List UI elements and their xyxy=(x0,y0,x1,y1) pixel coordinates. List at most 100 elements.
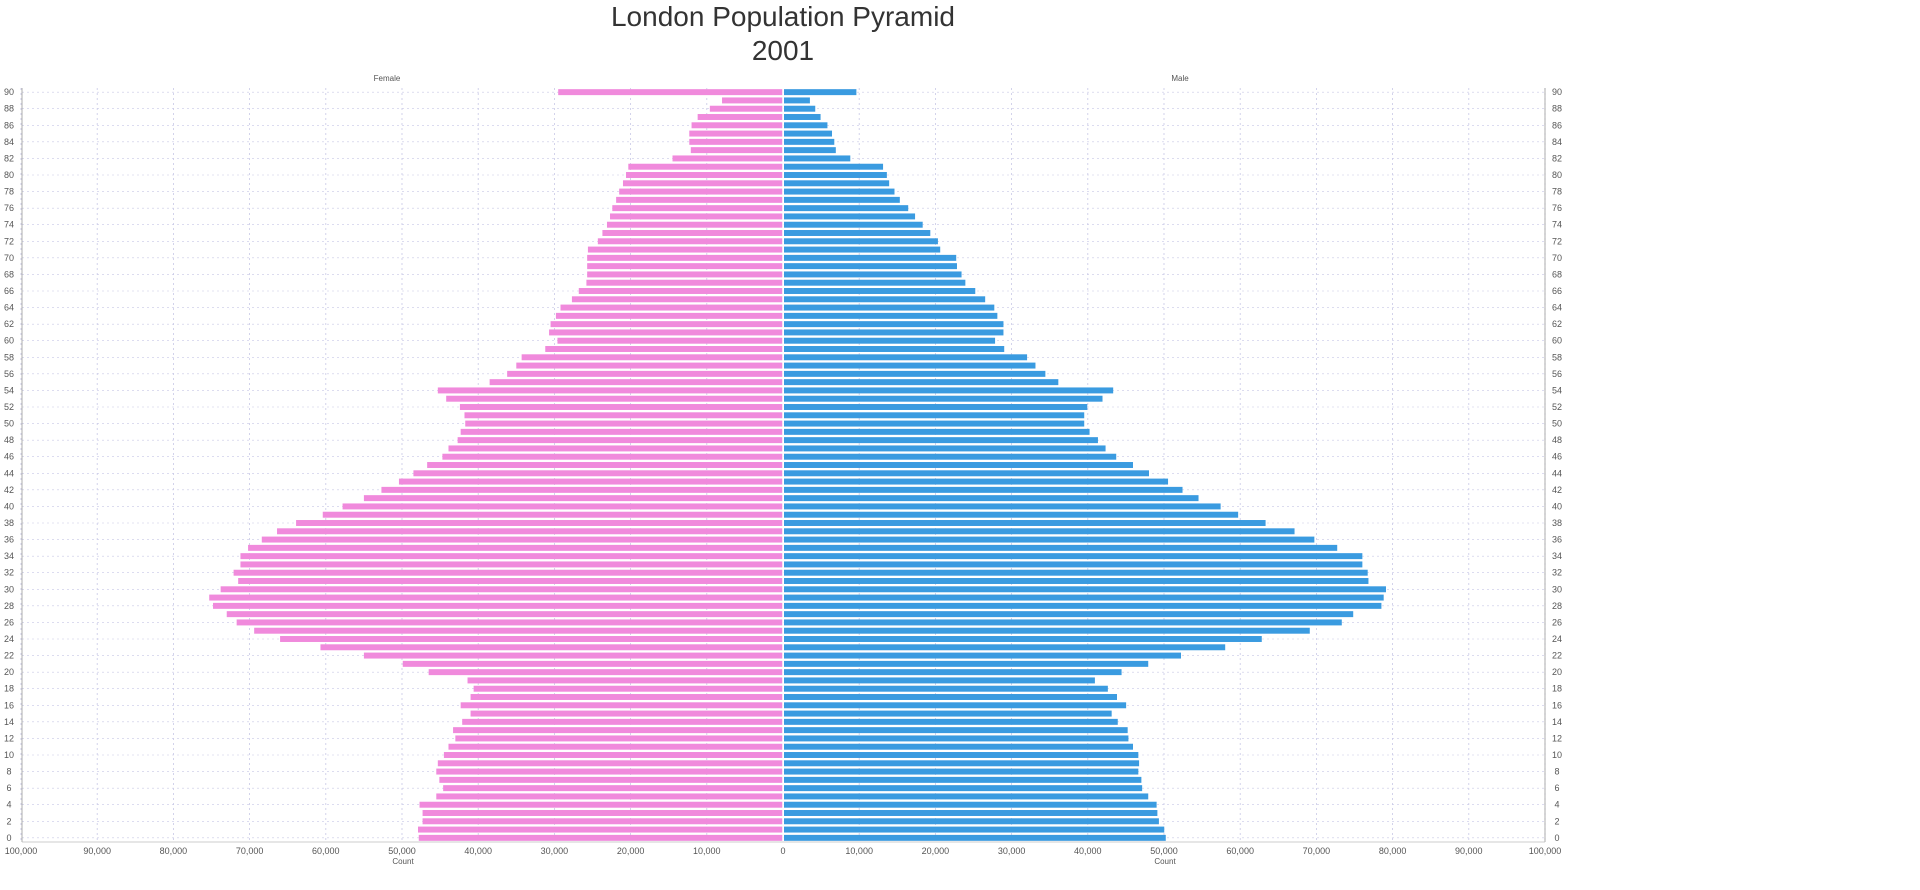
bar-male-age-21[interactable] xyxy=(784,660,1149,667)
bar-female-age-19[interactable] xyxy=(467,677,783,684)
bar-male-age-19[interactable] xyxy=(784,677,1095,684)
bar-female-age-71[interactable] xyxy=(587,246,783,253)
bar-female-age-36[interactable] xyxy=(261,536,783,543)
bar-female-age-43[interactable] xyxy=(398,478,783,485)
bar-female-age-33[interactable] xyxy=(240,561,783,568)
bar-male-age-8[interactable] xyxy=(784,768,1139,775)
bar-female-age-40[interactable] xyxy=(342,503,783,510)
bar-female-age-27[interactable] xyxy=(226,611,784,618)
bar-female-age-88[interactable] xyxy=(709,105,783,112)
bar-female-age-23[interactable] xyxy=(320,644,783,651)
bar-male-age-25[interactable] xyxy=(784,627,1310,634)
bar-male-age-50[interactable] xyxy=(784,420,1085,427)
bar-male-age-69[interactable] xyxy=(784,263,957,270)
bar-male-age-90[interactable] xyxy=(784,89,857,96)
bar-female-age-49[interactable] xyxy=(460,428,783,435)
bar-male-age-10[interactable] xyxy=(784,752,1139,758)
bar-male-age-73[interactable] xyxy=(784,230,931,236)
bar-male-age-46[interactable] xyxy=(784,453,1117,460)
bar-female-age-26[interactable] xyxy=(236,619,783,626)
bar-female-age-1[interactable] xyxy=(418,826,783,833)
bar-female-age-80[interactable] xyxy=(626,172,783,178)
bar-female-age-75[interactable] xyxy=(610,213,783,220)
bar-female-age-63[interactable] xyxy=(555,312,783,319)
bar-female-age-24[interactable] xyxy=(280,636,783,642)
bar-female-age-45[interactable] xyxy=(427,462,783,468)
bar-male-age-14[interactable] xyxy=(784,718,1118,725)
bar-female-age-66[interactable] xyxy=(578,288,783,294)
bar-male-age-9[interactable] xyxy=(784,760,1140,767)
bar-female-age-28[interactable] xyxy=(213,602,784,609)
bar-male-age-76[interactable] xyxy=(784,205,909,212)
bar-female-age-3[interactable] xyxy=(422,810,783,816)
bar-female-age-4[interactable] xyxy=(419,801,783,808)
bar-female-age-74[interactable] xyxy=(606,221,783,228)
bar-male-age-83[interactable] xyxy=(784,147,836,154)
bar-male-age-2[interactable] xyxy=(784,818,1159,825)
bar-male-age-39[interactable] xyxy=(784,511,1239,518)
bar-female-age-84[interactable] xyxy=(689,138,783,145)
bar-male-age-65[interactable] xyxy=(784,296,986,303)
bar-male-age-24[interactable] xyxy=(784,636,1262,642)
bar-male-age-79[interactable] xyxy=(784,180,890,187)
bar-female-age-72[interactable] xyxy=(597,238,783,245)
bar-female-age-53[interactable] xyxy=(446,395,783,402)
bar-male-age-59[interactable] xyxy=(784,346,1005,352)
bar-male-age-47[interactable] xyxy=(784,445,1106,452)
bar-female-age-30[interactable] xyxy=(220,586,784,593)
bar-male-age-20[interactable] xyxy=(784,669,1122,676)
bar-female-age-17[interactable] xyxy=(470,694,783,700)
bar-male-age-82[interactable] xyxy=(784,155,851,162)
bar-female-age-61[interactable] xyxy=(549,329,783,336)
bar-female-age-50[interactable] xyxy=(465,420,783,427)
bar-female-age-78[interactable] xyxy=(619,188,783,195)
bar-female-age-0[interactable] xyxy=(418,834,783,841)
bar-female-age-89[interactable] xyxy=(722,97,783,104)
bar-female-age-70[interactable] xyxy=(587,254,783,261)
bar-female-age-11[interactable] xyxy=(448,743,783,750)
bar-male-age-56[interactable] xyxy=(784,370,1046,377)
bar-male-age-72[interactable] xyxy=(784,238,938,245)
bar-male-age-26[interactable] xyxy=(784,619,1342,626)
bar-female-age-56[interactable] xyxy=(507,370,783,377)
bar-male-age-6[interactable] xyxy=(784,785,1143,792)
bar-female-age-64[interactable] xyxy=(560,304,783,311)
bar-female-age-25[interactable] xyxy=(254,627,783,634)
bar-female-age-15[interactable] xyxy=(470,710,783,717)
bar-male-age-41[interactable] xyxy=(784,495,1199,502)
bar-male-age-60[interactable] xyxy=(784,337,996,344)
bar-female-age-67[interactable] xyxy=(586,279,783,286)
bar-female-age-51[interactable] xyxy=(464,412,783,419)
bar-female-age-86[interactable] xyxy=(691,122,783,129)
bar-male-age-75[interactable] xyxy=(784,213,916,220)
bar-female-age-5[interactable] xyxy=(436,793,783,800)
bar-male-age-27[interactable] xyxy=(784,611,1354,618)
bar-female-age-8[interactable] xyxy=(436,768,783,775)
bar-female-age-69[interactable] xyxy=(587,263,783,270)
bar-female-age-83[interactable] xyxy=(690,147,783,154)
bar-male-age-29[interactable] xyxy=(784,594,1384,601)
bar-male-age-74[interactable] xyxy=(784,221,923,228)
bar-male-age-62[interactable] xyxy=(784,321,1004,328)
bar-female-age-12[interactable] xyxy=(455,735,783,742)
bar-male-age-54[interactable] xyxy=(784,387,1114,394)
bar-male-age-31[interactable] xyxy=(784,578,1369,584)
bar-female-age-60[interactable] xyxy=(557,337,783,344)
bar-male-age-23[interactable] xyxy=(784,644,1226,651)
bar-female-age-85[interactable] xyxy=(689,130,783,137)
bar-male-age-55[interactable] xyxy=(784,379,1059,386)
bar-male-age-68[interactable] xyxy=(784,271,962,278)
bar-male-age-81[interactable] xyxy=(784,163,884,170)
bar-male-age-45[interactable] xyxy=(784,462,1133,468)
bar-male-age-48[interactable] xyxy=(784,437,1098,444)
bar-male-age-32[interactable] xyxy=(784,569,1368,576)
bar-male-age-12[interactable] xyxy=(784,735,1129,742)
bar-male-age-28[interactable] xyxy=(784,602,1382,609)
bar-female-age-52[interactable] xyxy=(459,404,783,410)
bar-male-age-61[interactable] xyxy=(784,329,1004,336)
bar-male-age-53[interactable] xyxy=(784,395,1103,402)
bar-female-age-6[interactable] xyxy=(443,785,783,792)
bar-male-age-38[interactable] xyxy=(784,520,1266,526)
bar-male-age-64[interactable] xyxy=(784,304,995,311)
bar-female-age-44[interactable] xyxy=(413,470,783,477)
